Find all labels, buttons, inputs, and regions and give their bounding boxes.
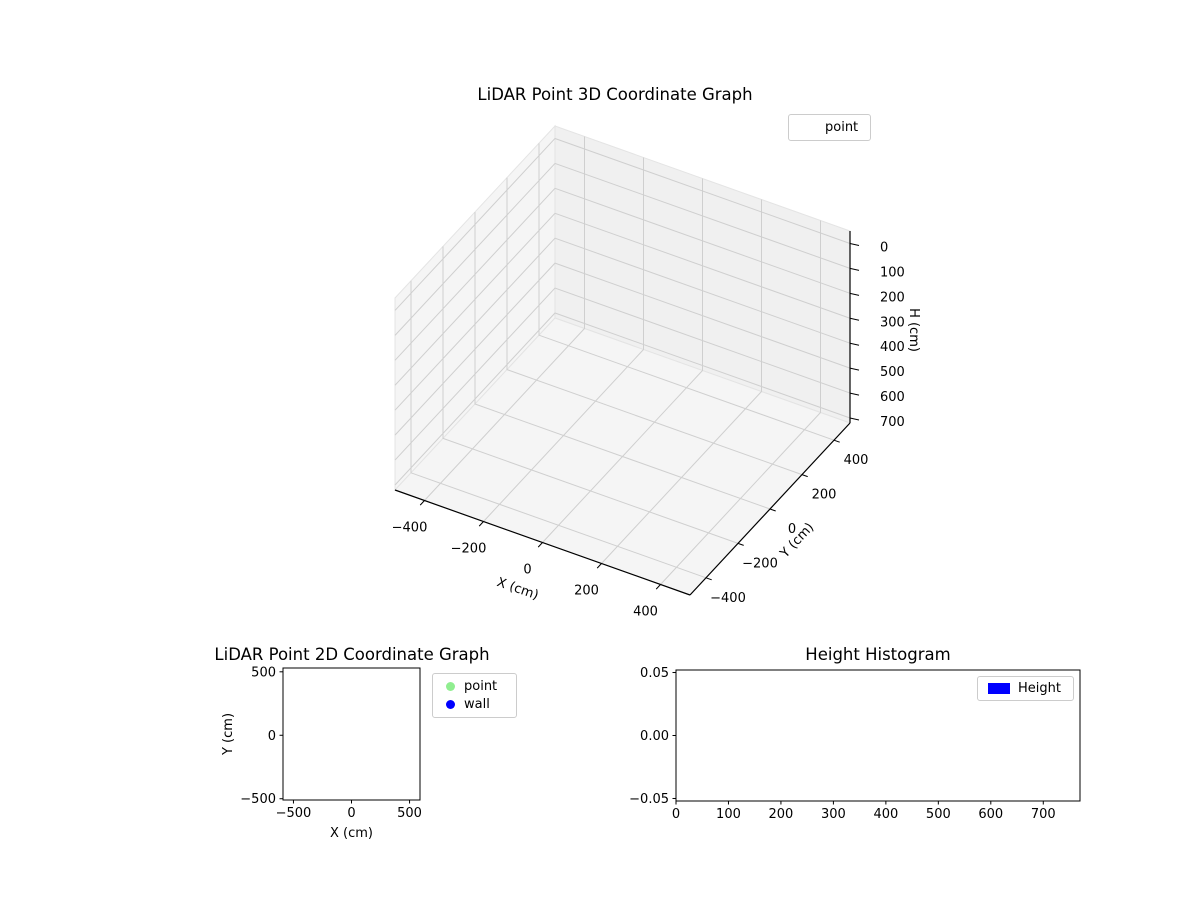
- z-axis-label: H (cm): [906, 308, 921, 352]
- x-tick: [478, 521, 484, 527]
- x-tick-label: 300: [821, 807, 846, 822]
- grid-line-z: [394, 237, 851, 411]
- y-tick: [737, 542, 744, 546]
- z-tick: [849, 367, 860, 371]
- y-tick: [769, 508, 776, 512]
- grid-line-z: [394, 187, 851, 361]
- point-marker: [446, 681, 455, 691]
- y-tick: [705, 577, 712, 581]
- grid-line-y: [538, 143, 835, 441]
- x-tick-label: 500: [926, 807, 951, 822]
- height-swatch: [988, 683, 1010, 694]
- grid-line-x: [660, 220, 821, 585]
- x-tick: [537, 542, 543, 548]
- grid-line-x: [542, 178, 703, 543]
- z-tick: [849, 392, 860, 396]
- x-axis-label: X (cm): [495, 575, 541, 603]
- grid-line-x: [483, 157, 644, 522]
- y-tick: [801, 474, 808, 478]
- y-tick-label: 0.00: [640, 729, 669, 744]
- legend-label-point: point: [464, 678, 498, 694]
- legend-row-wall: wall: [441, 696, 508, 715]
- grid-line-y: [474, 212, 771, 510]
- hist-title: Height Histogram: [805, 645, 951, 664]
- x-tick: [655, 584, 661, 590]
- z-tick-label: 200: [880, 290, 905, 305]
- point-marker-blank: [797, 123, 825, 133]
- grid-line-z: [394, 162, 851, 336]
- x-tick: [419, 500, 425, 506]
- x-tick-label: −500: [276, 806, 312, 821]
- legend-label-wall: wall: [464, 697, 490, 713]
- z-tick-label: 500: [880, 365, 905, 380]
- plot3d-title: LiDAR Point 3D Coordinate Graph: [477, 85, 753, 104]
- grid-line-z: [394, 262, 851, 436]
- plot3d-legend: point: [788, 114, 871, 141]
- z-tick: [849, 292, 860, 296]
- legend-label-height: Height: [1018, 681, 1061, 696]
- z-tick-label: 400: [880, 340, 905, 355]
- z-tick-label: 600: [880, 390, 905, 405]
- plot2d-legend: point wall: [432, 673, 517, 718]
- plot2d-title: LiDAR Point 2D Coordinate Graph: [214, 645, 490, 664]
- legend-label-point-3d: point: [825, 120, 859, 135]
- y-tick-label: 500: [251, 665, 276, 680]
- y-tick-label: 200: [812, 488, 837, 503]
- x-axis-label: X (cm): [330, 826, 373, 841]
- z-tick: [849, 242, 860, 246]
- z-tick: [849, 417, 860, 421]
- z-tick-label: 300: [880, 315, 905, 330]
- x-tick-label: 100: [716, 807, 741, 822]
- x-tick-label: 600: [978, 807, 1003, 822]
- x-tick-label: 400: [633, 605, 658, 620]
- grid-line-z: [394, 312, 851, 486]
- z-tick-label: 700: [880, 415, 905, 430]
- z-tick-label: 100: [880, 265, 905, 280]
- x-tick-label: 0: [347, 806, 355, 821]
- x-tick-label: 500: [397, 806, 422, 821]
- y-tick-label: 0: [268, 729, 276, 744]
- y-tick-label: −0.05: [629, 792, 669, 807]
- grid-line-x: [601, 199, 762, 564]
- grid-line-y: [410, 280, 707, 579]
- y-tick-label: −200: [742, 556, 778, 571]
- y-tick-label: 0.05: [640, 666, 669, 681]
- legend-row-point: point: [441, 677, 508, 696]
- legend-row-height: Height: [986, 680, 1065, 697]
- x-tick-label: 200: [769, 807, 794, 822]
- grid-line-y: [442, 246, 739, 544]
- z-tick: [849, 342, 860, 346]
- y-axis-label: Y (cm): [221, 713, 236, 756]
- x-tick-label: −400: [392, 521, 428, 536]
- x-tick-label: 200: [574, 584, 599, 599]
- wall-marker: [446, 700, 455, 710]
- y-tick-label: 400: [844, 453, 869, 468]
- y-tick-label: −400: [710, 591, 746, 606]
- grid-line-z: [394, 137, 851, 311]
- hist-legend: Height: [977, 676, 1074, 701]
- x-tick-label: −200: [451, 542, 487, 557]
- z-tick: [849, 317, 860, 321]
- grid-line-x: [424, 136, 585, 501]
- x-tick: [596, 563, 602, 569]
- y-tick-label: −500: [240, 792, 276, 807]
- y-axis-label: Y (cm): [777, 520, 817, 562]
- grid-line-y: [506, 177, 803, 476]
- z-tick-label: 0: [880, 240, 888, 255]
- legend-row-point: point: [797, 118, 862, 137]
- y-tick: [833, 439, 840, 443]
- plot2d-axes-box: [282, 667, 421, 801]
- y-tick-label: 0: [788, 522, 796, 537]
- x-tick-label: 700: [1031, 807, 1056, 822]
- x-tick-label: 0: [672, 807, 680, 822]
- x-tick-label: 400: [873, 807, 898, 822]
- z-tick: [849, 267, 860, 271]
- grid-line-z: [394, 212, 851, 386]
- x-tick-label: 0: [523, 563, 531, 578]
- grid-line-z: [394, 287, 851, 461]
